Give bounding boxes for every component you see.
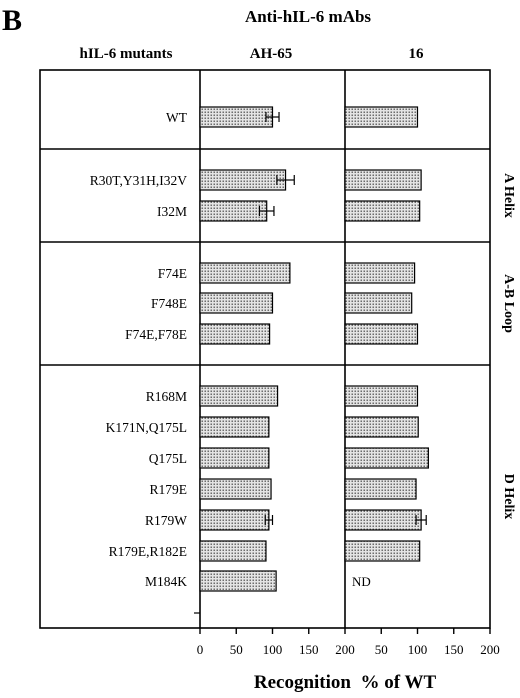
- bar-16: [344, 509, 422, 531]
- bar-16: [344, 292, 413, 314]
- region-label: A-B Loop: [501, 274, 516, 333]
- bar-ah-65: [199, 323, 271, 345]
- bar-ah-65: [199, 200, 268, 222]
- mutant-label: F74E: [158, 266, 187, 281]
- mutant-label: F748E: [151, 296, 187, 311]
- mutant-label: I32M: [157, 204, 187, 219]
- x-tick-label: 100: [408, 642, 428, 657]
- bar-ah-65: [199, 169, 287, 191]
- x-tick-label: 150: [444, 642, 464, 657]
- bar-16: [344, 385, 419, 407]
- region-label: A Helix: [501, 173, 516, 218]
- x-tick-label: 200: [335, 642, 355, 657]
- mutant-label: M184K: [145, 574, 187, 589]
- bar-ah-65: [199, 447, 270, 469]
- mutant-label: R179W: [145, 513, 187, 528]
- mutant-label: F74E,F78E: [125, 327, 187, 342]
- mutant-label: Q175L: [149, 451, 187, 466]
- bar-ah-65: [199, 570, 277, 592]
- plot-frame: [39, 69, 491, 634]
- bar-ah-65: [199, 262, 291, 284]
- bar-16: [344, 262, 416, 284]
- bar-ah-65: [199, 385, 279, 407]
- bar-16: [344, 106, 419, 128]
- x-tick-label: 50: [230, 642, 243, 657]
- x-tick-label: 100: [263, 642, 283, 657]
- x-axis-label: Recognition % of WT: [254, 672, 437, 693]
- bar-16: [344, 323, 419, 345]
- not-determined-label: ND: [352, 574, 371, 589]
- bar-ah-65: [199, 509, 270, 531]
- mutant-label: WT: [166, 110, 188, 125]
- bar-ah-65: [199, 106, 274, 128]
- column-header-16: 16: [409, 46, 425, 62]
- mutant-labels: WT R30T,Y31H,I32V I32M F74E F748E F74E,F78E R1…: [90, 110, 188, 589]
- mutant-label: R168M: [146, 389, 187, 404]
- region-label: D Helix: [501, 474, 516, 520]
- bar-16: [344, 169, 422, 191]
- bar-ah-65: [199, 540, 267, 562]
- x-tick-label: 200: [480, 642, 500, 657]
- column-header-ah65: AH-65: [250, 46, 293, 62]
- bar-16: [344, 540, 421, 562]
- bar-ah-65: [199, 478, 272, 500]
- mutant-label: K171N,Q175L: [106, 420, 187, 435]
- mutant-label: R179E: [149, 482, 187, 497]
- x-tick-label: 0: [197, 642, 204, 657]
- outer-border: [39, 69, 491, 629]
- bar-16: [344, 200, 421, 222]
- x-tick-label: 50: [375, 642, 388, 657]
- region-separators: [40, 148, 490, 366]
- bar-16: [344, 416, 419, 438]
- x-tick-label: 150: [299, 642, 319, 657]
- bar-16: [344, 478, 417, 500]
- x-axis: 0 50 100 150 200 50 100 150 200: [197, 642, 500, 657]
- panel-letter: B: [2, 4, 22, 37]
- chart-title: Anti-hIL-6 mAbs: [245, 7, 371, 26]
- mutant-label: R30T,Y31H,I32V: [90, 173, 187, 188]
- bars: ND: [199, 106, 429, 592]
- region-labels: A Helix A-B Loop D Helix: [501, 173, 516, 519]
- row-header: hIL-6 mutants: [80, 46, 173, 62]
- bar-16: [344, 447, 429, 469]
- mutant-label: R179E,R182E: [109, 544, 187, 559]
- bar-ah-65: [199, 416, 270, 438]
- bar-ah-65: [199, 292, 274, 314]
